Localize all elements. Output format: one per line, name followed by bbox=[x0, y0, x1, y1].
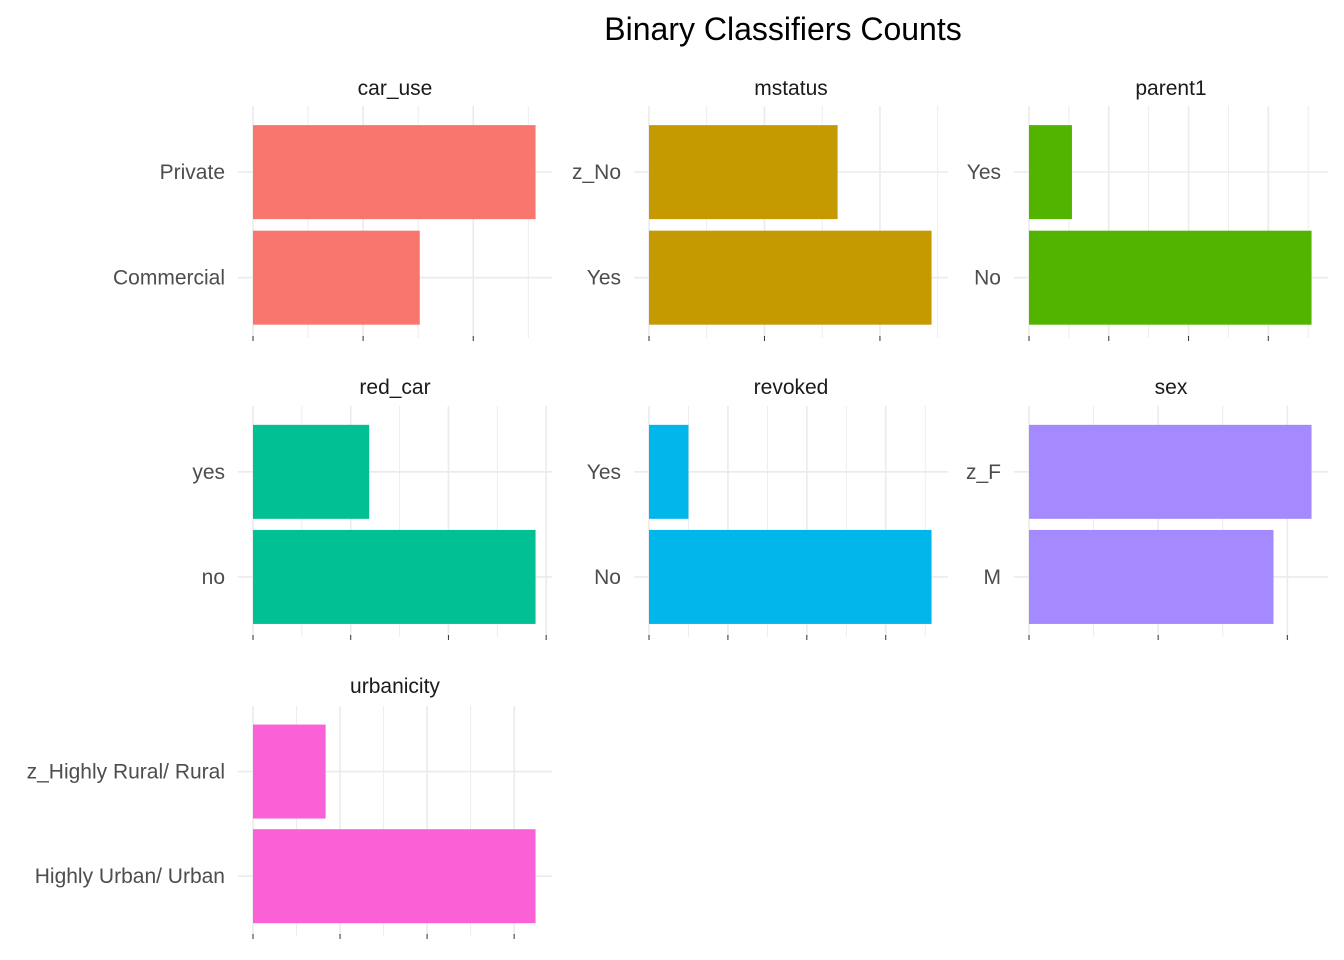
y-tick-label: yes bbox=[192, 461, 225, 484]
y-tick-label: no bbox=[202, 566, 225, 589]
facet-label: red_car bbox=[359, 376, 430, 399]
panel-mstatus: mstatus z_No Yes bbox=[572, 77, 948, 341]
y-tick-label: z_No bbox=[572, 161, 621, 184]
bar bbox=[253, 230, 420, 325]
y-tick-label: M bbox=[984, 566, 1002, 589]
bar bbox=[649, 230, 932, 325]
y-tick-label: Commercial bbox=[113, 267, 225, 290]
y-tick-label: Highly Urban/ Urban bbox=[35, 865, 225, 888]
bar bbox=[1029, 424, 1312, 519]
facet-label: parent1 bbox=[1135, 77, 1206, 100]
y-tick-label: No bbox=[974, 267, 1001, 290]
bar bbox=[253, 529, 536, 624]
panel-urbanicity: urbanicity z_Highly Rural/ Rural Highly Ur… bbox=[27, 675, 552, 939]
y-tick-label: Private bbox=[160, 161, 225, 184]
facet-label: car_use bbox=[358, 77, 433, 100]
y-tick-label: Yes bbox=[967, 161, 1001, 184]
y-tick-label: Yes bbox=[587, 267, 621, 290]
bar bbox=[649, 125, 838, 220]
y-tick-label: z_Highly Rural/ Rural bbox=[27, 761, 225, 784]
chart-title: Binary Classifiers Counts bbox=[604, 11, 961, 47]
panel-car-use: car_use Private Commercial bbox=[113, 77, 552, 341]
bar bbox=[253, 125, 536, 220]
y-tick-label: z_F bbox=[966, 461, 1001, 484]
panel-parent1: parent1 Yes No bbox=[967, 77, 1328, 341]
facet-label: urbanicity bbox=[350, 675, 440, 698]
facet-label: mstatus bbox=[754, 77, 828, 100]
bar bbox=[253, 724, 326, 819]
bar bbox=[649, 424, 689, 519]
y-tick-label: Yes bbox=[587, 461, 621, 484]
bar bbox=[1029, 230, 1312, 325]
bar bbox=[649, 529, 932, 624]
bar bbox=[1029, 125, 1072, 220]
bar bbox=[253, 829, 536, 924]
bar bbox=[1029, 529, 1274, 624]
panel-revoked: revoked Yes No bbox=[587, 376, 948, 640]
bar bbox=[253, 424, 370, 519]
y-tick-label: No bbox=[594, 566, 621, 589]
facet-label: sex bbox=[1155, 376, 1188, 399]
panel-sex: sex z_F M bbox=[966, 376, 1328, 640]
facet-label: revoked bbox=[754, 376, 829, 399]
